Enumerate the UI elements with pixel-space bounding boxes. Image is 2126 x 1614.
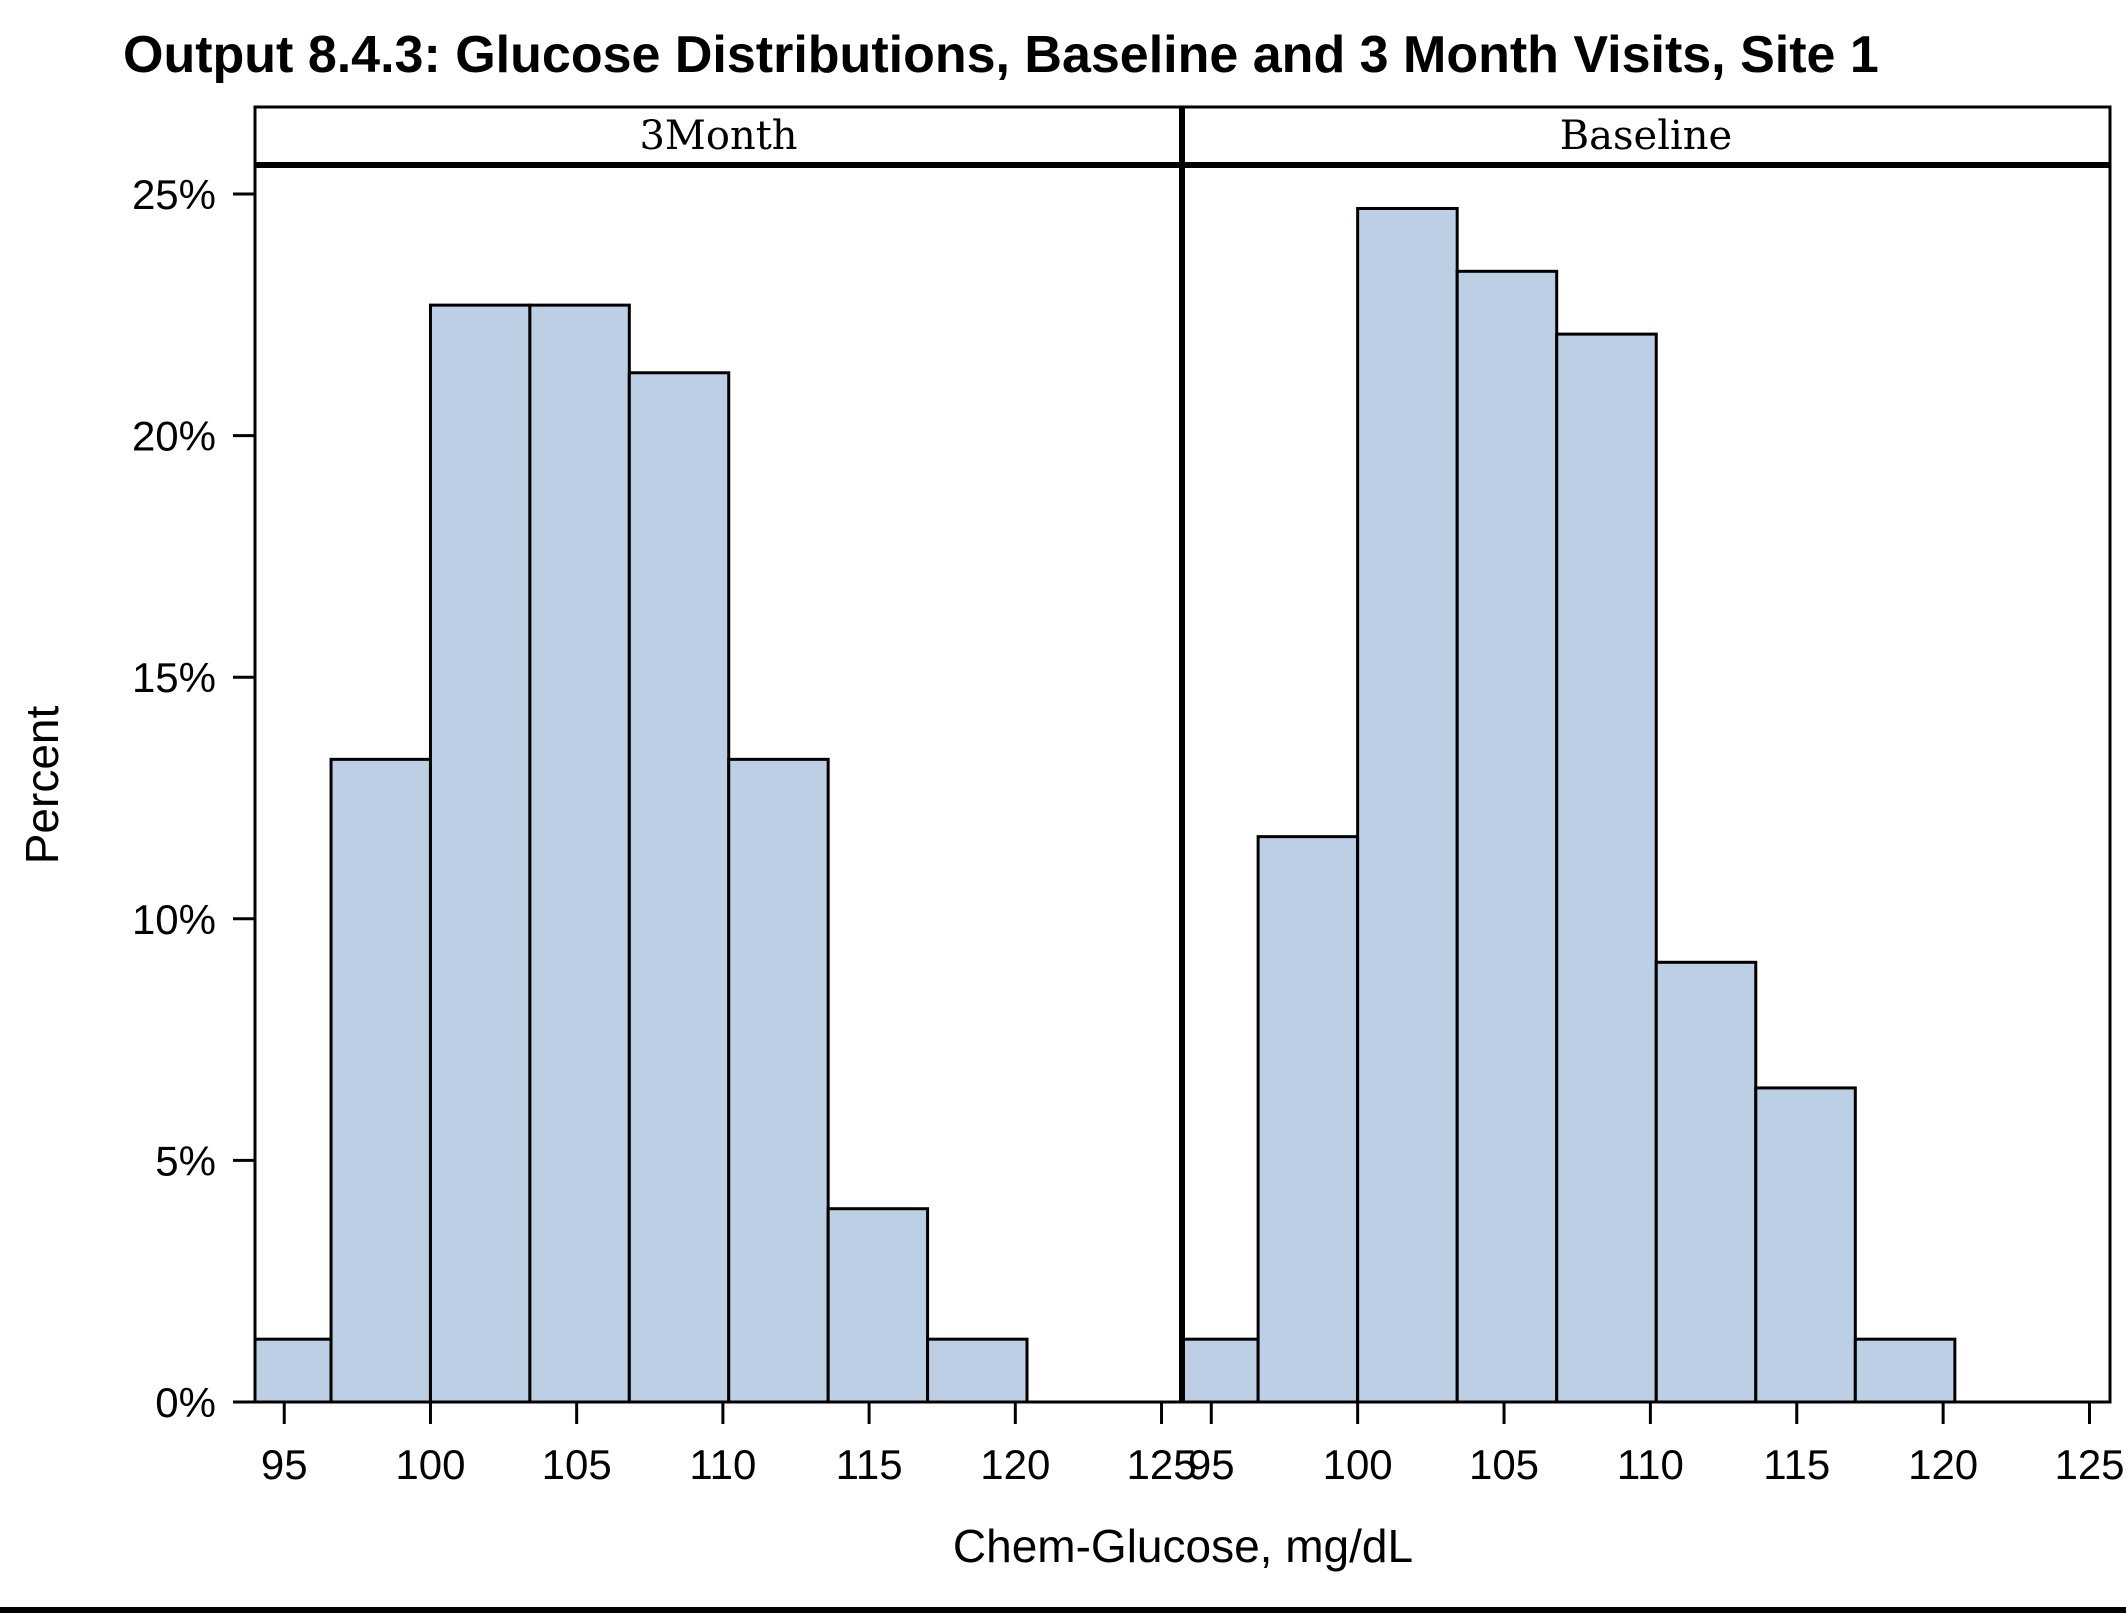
histogram-bar [428, 303, 532, 1404]
histogram-bar [1256, 835, 1360, 1404]
histogram-bar [1555, 332, 1658, 1404]
x-tick-label: 120 [1908, 1441, 1978, 1488]
histogram-bar [1180, 1337, 1260, 1404]
histogram-bar [1455, 269, 1559, 1404]
x-tick-label: 105 [542, 1441, 612, 1488]
panel-3month: 3Month 95 100 105 110 115 120 125 [253, 105, 1197, 1488]
panel-label: Baseline [1560, 113, 1732, 159]
x-tick-label: 115 [836, 1441, 903, 1488]
x-tick-label: 95 [1188, 1441, 1235, 1488]
histogram-bar [253, 1337, 333, 1404]
x-tick-label: 110 [1617, 1441, 1684, 1488]
x-tick-label: 110 [689, 1441, 756, 1488]
y-tick-label: 5% [155, 1137, 216, 1184]
x-tick-label: 100 [1323, 1441, 1393, 1488]
y-tick-label: 25% [132, 171, 216, 218]
x-axis-label: Chem-Glucose, mg/dL [953, 1520, 1413, 1572]
x-tick-label: 95 [261, 1441, 308, 1488]
y-axis-label: Percent [16, 706, 68, 865]
y-tick-label: 15% [132, 654, 216, 701]
y-tick-label: 20% [132, 413, 216, 460]
y-tick-label: 10% [132, 896, 216, 943]
histogram-bar [329, 757, 432, 1404]
y-axis: 0% 5% 10% 15% 20% 25% [132, 171, 255, 1426]
histogram-bar [1654, 960, 1758, 1404]
x-tick-label: 115 [1763, 1441, 1830, 1488]
histogram-bar [627, 371, 731, 1404]
chart-title: Output 8.4.3: Glucose Distributions, Bas… [123, 26, 1879, 84]
histogram-bar [1853, 1337, 1957, 1404]
panel-baseline: Baseline 95 100 105 110 115 120 125 [1180, 105, 2125, 1488]
x-tick-label: 120 [980, 1441, 1050, 1488]
histogram-bar [826, 1207, 930, 1404]
histogram-bar [528, 303, 631, 1404]
y-tick-label: 0% [155, 1379, 216, 1426]
histogram-bar [926, 1337, 1029, 1404]
panel-label: 3Month [639, 113, 797, 159]
histogram-bar [1754, 1086, 1857, 1404]
panels-layer: 3Month 95 100 105 110 115 120 125 Baseline 95 100 1… [253, 105, 2125, 1488]
histogram-bar [1356, 206, 1459, 1404]
x-tick-label: 105 [1469, 1441, 1539, 1488]
x-tick-label: 100 [395, 1441, 465, 1488]
histogram-bar [727, 757, 830, 1404]
x-tick-label: 125 [1126, 1441, 1196, 1488]
x-tick-label: 125 [2054, 1441, 2124, 1488]
